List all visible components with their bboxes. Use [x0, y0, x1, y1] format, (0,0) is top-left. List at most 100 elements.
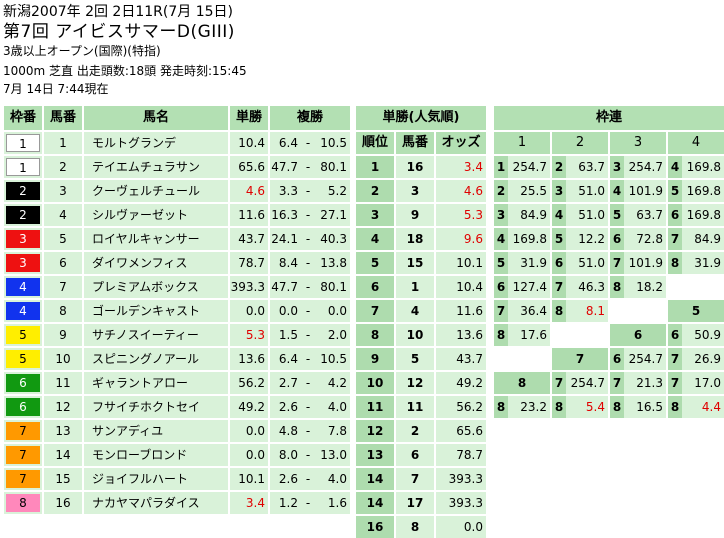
popularity-umaban: 1	[396, 276, 434, 298]
popularity-row: 9 5 43.7	[356, 348, 486, 370]
bracket-row-header: 8	[494, 372, 550, 394]
bracket-partner: 5	[494, 252, 508, 274]
place-odds-cell: 6.4-10.5	[270, 132, 350, 154]
popularity-row: 10 12 49.2	[356, 372, 486, 394]
race-date-header: 新潟2007年 2回 2日11R(7月 15日)	[3, 4, 233, 20]
waku-badge: 6	[6, 398, 40, 416]
popularity-header-2: オッズ	[436, 132, 486, 154]
rank-cell: 11	[356, 396, 394, 418]
win-odds: 10.4	[230, 132, 268, 154]
popularity-row: 13 6 78.7	[356, 444, 486, 466]
bracket-partner: 7	[668, 372, 682, 394]
place-odds-max: 2.0	[327, 328, 347, 342]
umaban-cell: 3	[44, 180, 82, 202]
place-odds-dash: -	[305, 376, 311, 390]
bracket-partner: 2	[494, 180, 508, 202]
bracket-odds-cell: 3 254.7	[610, 156, 666, 178]
bracket-odds: 254.7	[570, 376, 605, 390]
bracket-odds-cell: 2 63.7	[552, 156, 608, 178]
course-info: 1000m 芝直 出走頭数:18頭 発走時刻:15:45	[3, 64, 247, 78]
bracket-odds-cell: 8 31.9	[668, 252, 724, 274]
rank-cell: 5	[356, 252, 394, 274]
place-odds-max: 1.6	[327, 496, 347, 510]
bracket-odds: 18.2	[636, 280, 663, 294]
race-conditions: 3歳以上オープン(国際)(特指)	[3, 44, 161, 58]
horse-name: サチノスイーティー	[84, 324, 228, 346]
bracket-partner: 4	[610, 180, 624, 202]
popularity-odds: 3.4	[436, 156, 486, 178]
place-odds-cell: 8.4-13.8	[270, 252, 350, 274]
place-odds-max: 27.1	[320, 208, 347, 222]
place-odds-dash: -	[305, 184, 311, 198]
main-header-2: 馬名	[84, 106, 228, 130]
bracket-odds-cell: 3 84.9	[494, 204, 550, 226]
popularity-row: 4 18 9.6	[356, 228, 486, 250]
rank-cell: 13	[356, 444, 394, 466]
horse-row: 2 3 クーヴェルチュール 4.6 3.3- 5.2	[4, 180, 350, 202]
place-odds-max: 80.1	[320, 160, 347, 174]
place-odds-max: 13.0	[320, 448, 347, 462]
waku-badge: 4	[6, 302, 40, 320]
bracket-odds-cell: 4 169.8	[494, 228, 550, 250]
bracket-odds-cell: 5 12.2	[552, 228, 608, 250]
popularity-umaban: 6	[396, 444, 434, 466]
popularity-odds: 0.0	[436, 516, 486, 538]
horse-name: ゴールデンキャスト	[84, 300, 228, 322]
horse-name: クーヴェルチュール	[84, 180, 228, 202]
bracket-row-header: 5	[668, 300, 724, 322]
bracket-odds: 16.5	[636, 400, 663, 414]
win-odds: 13.6	[230, 348, 268, 370]
bracket-partner: 1	[494, 156, 508, 178]
popularity-umaban: 7	[396, 468, 434, 490]
waku-cell: 8	[4, 492, 42, 514]
bracket-odds: 12.2	[578, 232, 605, 246]
rank-cell: 12	[356, 420, 394, 442]
bracket-partner: 8	[552, 300, 566, 322]
rank-cell: 14	[356, 468, 394, 490]
place-odds-dash: -	[305, 352, 311, 366]
place-odds-max: 5.2	[327, 184, 347, 198]
horse-row: 2 4 シルヴァーゼット 11.6 16.3-27.1	[4, 204, 350, 226]
bracket-partner: 7	[610, 252, 624, 274]
waku-badge: 3	[6, 230, 40, 248]
place-odds-dash: -	[305, 256, 311, 270]
place-odds-cell: 24.1-40.3	[270, 228, 350, 250]
waku-cell: 4	[4, 276, 42, 298]
umaban-cell: 7	[44, 276, 82, 298]
place-odds-cell: 1.5- 2.0	[270, 324, 350, 346]
rank-cell: 2	[356, 180, 394, 202]
umaban-cell: 12	[44, 396, 82, 418]
bracket-row: 3 84.9 4 51.0 5 63.7 6 169.8	[494, 204, 724, 226]
win-odds: 11.6	[230, 204, 268, 226]
bracket-odds-cell: 2 25.5	[494, 180, 550, 202]
place-odds-dash: -	[305, 496, 311, 510]
horse-name: ダイワメンフィス	[84, 252, 228, 274]
bracket-odds: 51.0	[578, 208, 605, 222]
bracket-odds-cell: 5 63.7	[610, 204, 666, 226]
place-odds-cell: 0.0-0.0	[270, 300, 350, 322]
bracket-odds-cell: 8 8.1	[552, 300, 608, 322]
popularity-umaban: 9	[396, 204, 434, 226]
bracket-partner: 8	[610, 276, 624, 298]
place-odds-min: 8.4	[278, 256, 298, 270]
bracket-partner: 3	[552, 180, 566, 202]
horse-row: 3 6 ダイワメンフィス 78.7 8.4-13.8	[4, 252, 350, 274]
bracket-row: 2 25.5 3 51.0 4 101.9 5 169.8	[494, 180, 724, 202]
bracket-row: 8 17.6 6 6 50.9	[494, 324, 724, 346]
umaban-cell: 4	[44, 204, 82, 226]
bracket-partner: 6	[610, 348, 624, 370]
popularity-umaban: 16	[396, 156, 434, 178]
horse-name: プレミアムボックス	[84, 276, 228, 298]
bracket-odds: 84.9	[520, 208, 547, 222]
bracket-odds-cell: 4 169.8	[668, 156, 724, 178]
popularity-umaban: 15	[396, 252, 434, 274]
bracket-row: 8 7 254.7 7 21.3 7 17.0	[494, 372, 724, 394]
bracket-partner: 4	[552, 204, 566, 226]
popularity-odds: 11.6	[436, 300, 486, 322]
popularity-row: 14 17 393.3	[356, 492, 486, 514]
place-odds-max: 13.8	[320, 256, 347, 270]
win-odds: 78.7	[230, 252, 268, 274]
bracket-odds: 21.3	[636, 376, 663, 390]
place-odds-min: 6.4	[278, 352, 298, 366]
waku-cell: 5	[4, 348, 42, 370]
